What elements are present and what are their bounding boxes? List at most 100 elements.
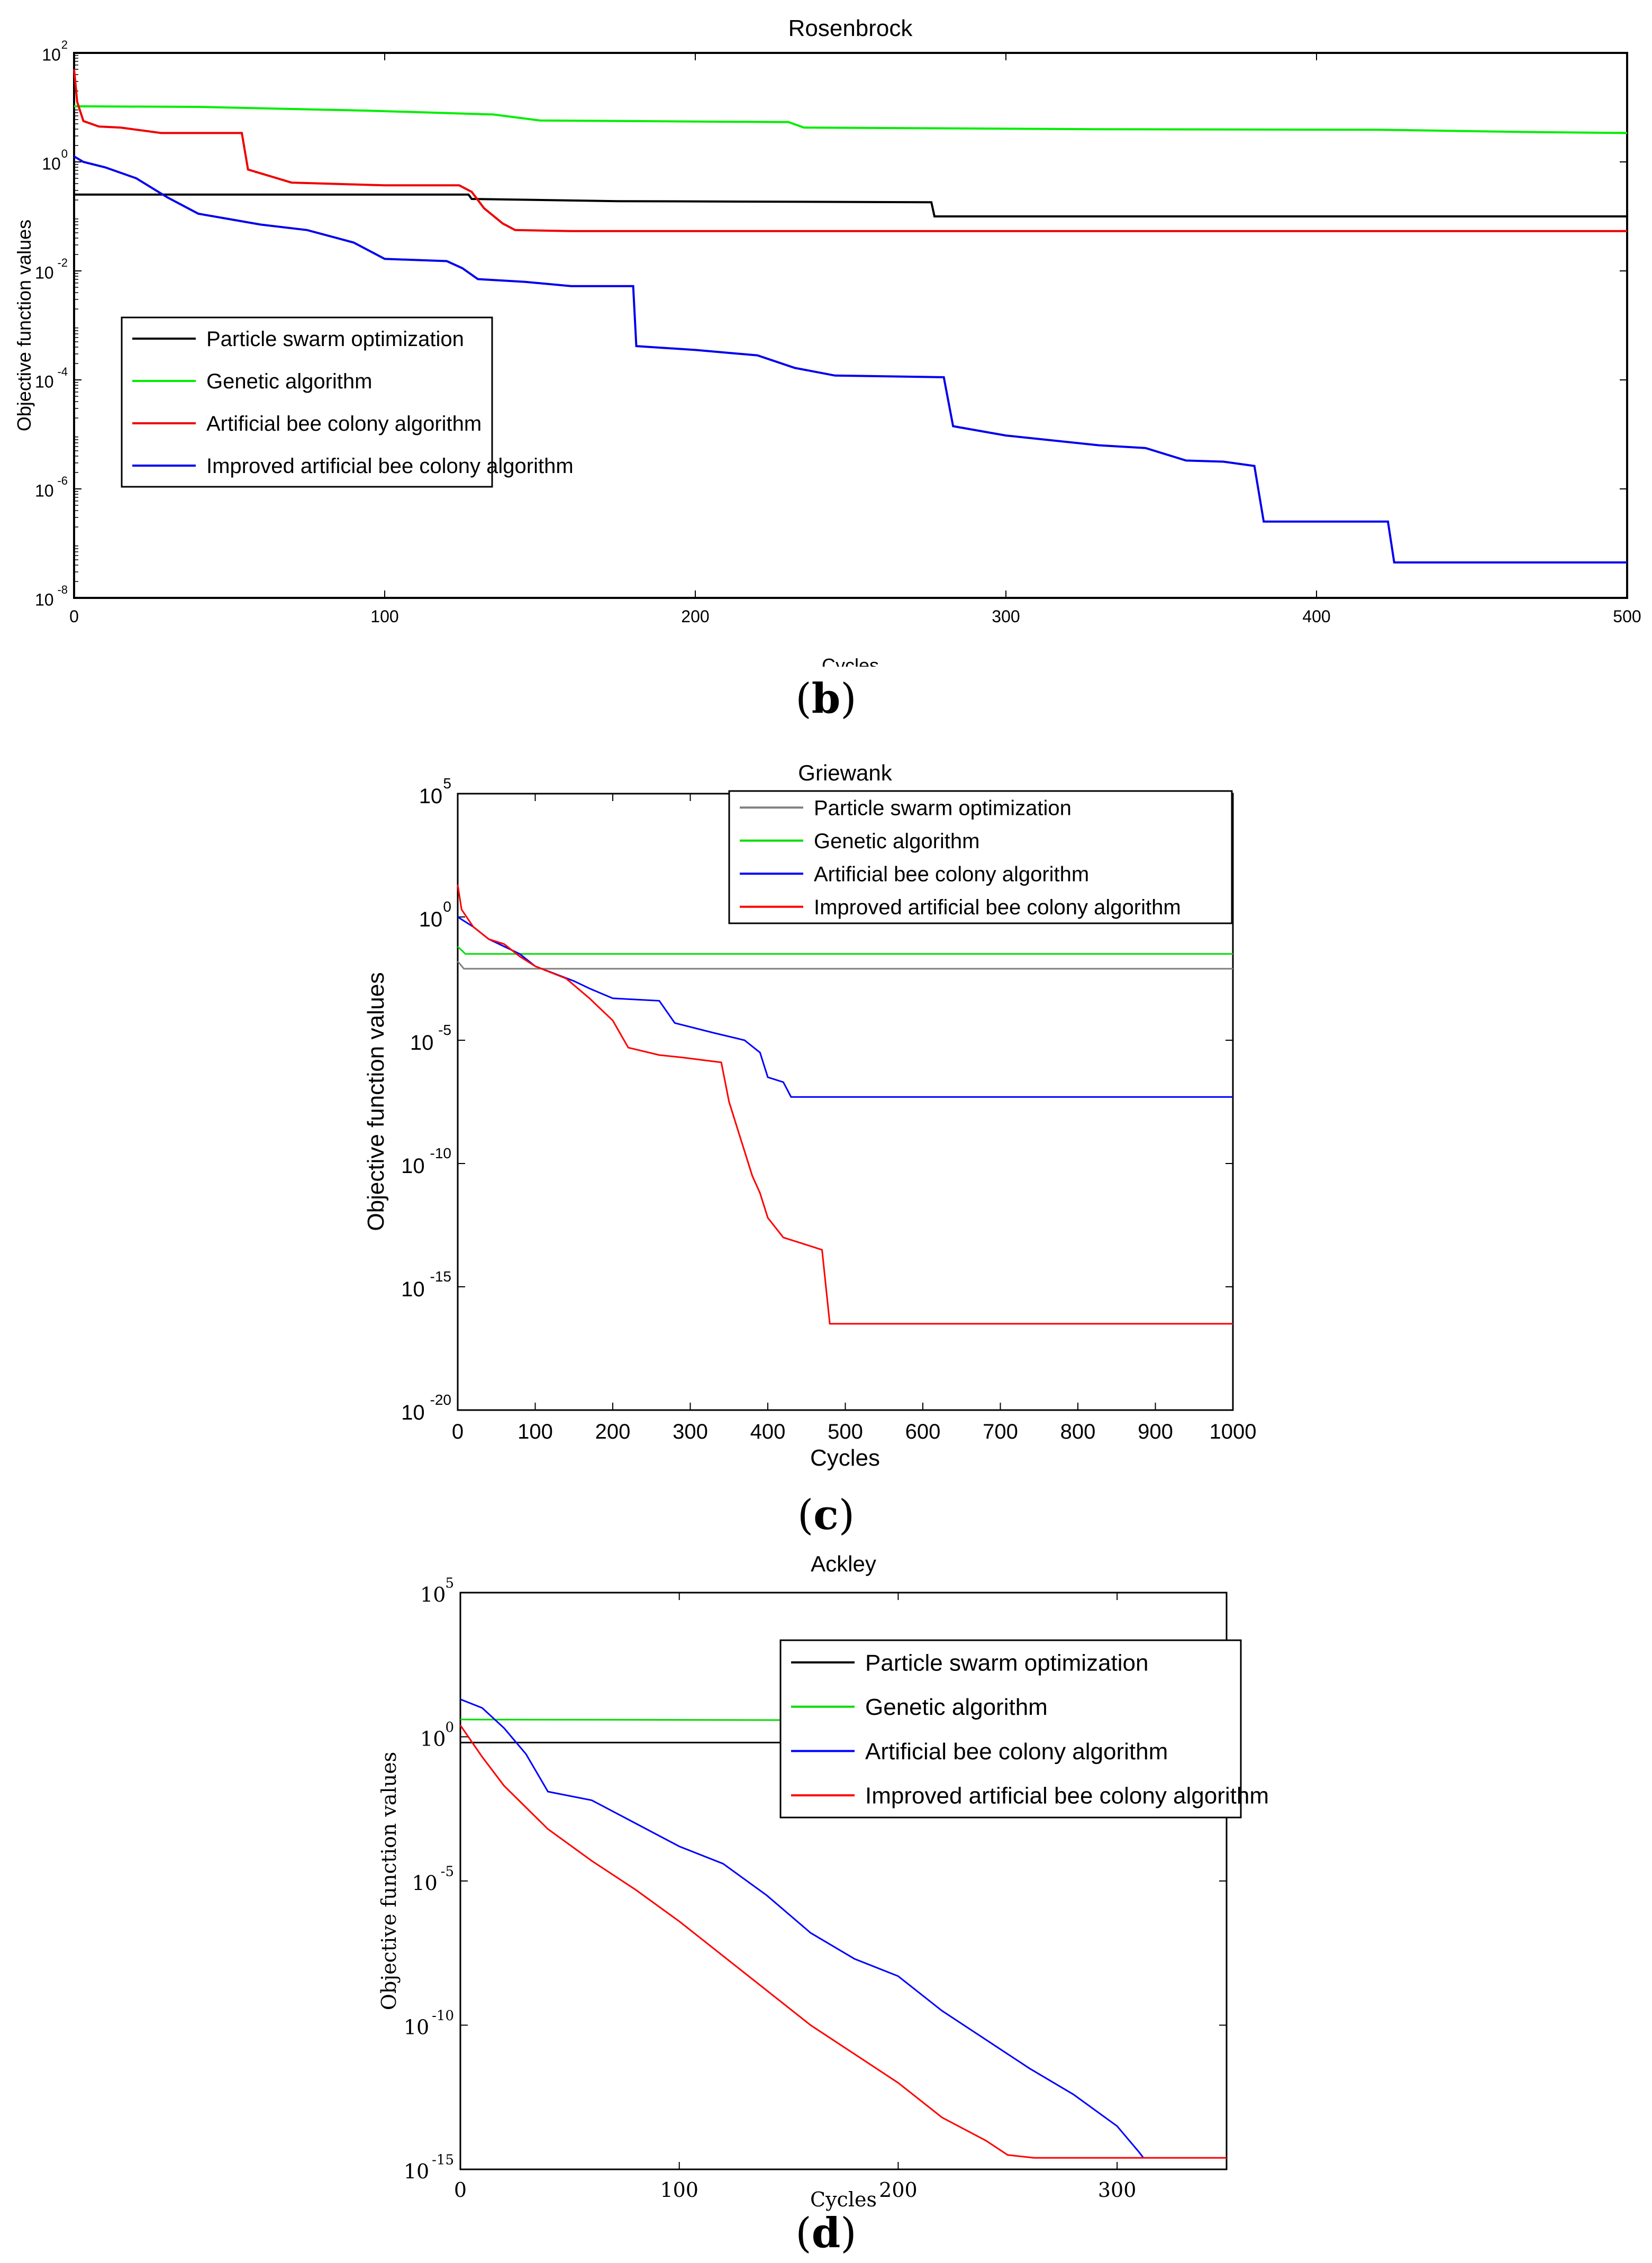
y-tick-base: 10 <box>420 1728 446 1751</box>
x-axis-label: Cycles <box>822 655 879 667</box>
y-tick-base: 10 <box>401 1155 425 1178</box>
y-tick-label: 10 <box>410 1031 434 1055</box>
legend-label: Particle swarm optimization <box>865 1650 1149 1676</box>
y-tick-label: 10 <box>401 1155 425 1178</box>
y-tick-label: 10 <box>401 1401 425 1424</box>
y-tick-base: 10 <box>35 263 54 282</box>
y-tick-base: 10 <box>419 785 443 808</box>
series-lines <box>73 69 1628 564</box>
y-tick-label: 10 <box>35 590 54 609</box>
y-tick-base: 10 <box>420 1583 446 1606</box>
y-axis-label: Objective function values <box>363 972 389 1231</box>
y-tick-label: 10 <box>401 1278 425 1301</box>
x-tick-label: 1000 <box>1210 1420 1257 1443</box>
legend-label: Particle swarm optimization <box>814 796 1072 820</box>
y-tick-base: 10 <box>410 1031 434 1055</box>
legend-label: Genetic algorithm <box>814 830 979 853</box>
y-tick-exponent: -6 <box>57 474 68 487</box>
y-tick-label: 10 <box>42 154 61 173</box>
y-tick-exponent: -15 <box>432 2152 454 2168</box>
y-tick-label: 10 <box>420 1728 446 1751</box>
series-line-3 <box>457 916 1233 1098</box>
y-tick-label: 10 <box>419 908 443 931</box>
legend-label: Particle swarm optimization <box>206 328 464 351</box>
y-tick-exponent: -5 <box>438 1022 451 1038</box>
x-tick-label: 0 <box>452 1420 464 1443</box>
y-tick-base: 10 <box>42 154 61 173</box>
series-line-3 <box>73 69 1627 232</box>
legend-box <box>121 316 493 488</box>
y-tick-exponent: -20 <box>430 1392 451 1408</box>
series-line-2 <box>74 105 1628 134</box>
x-tick-label: 500 <box>1613 607 1641 626</box>
y-tick-exponent: -8 <box>57 583 68 596</box>
y-tick-base: 10 <box>35 590 54 609</box>
y-axis-label: Objective function values <box>13 220 35 431</box>
x-tick-label: 100 <box>370 607 398 626</box>
legend-label: Genetic algorithm <box>865 1694 1048 1720</box>
y-tick-exponent: -5 <box>441 1864 454 1880</box>
y-tick-exponent: 5 <box>443 775 451 792</box>
y-tick-base: 10 <box>35 372 54 391</box>
chart-title: Griewank <box>798 760 892 785</box>
x-tick-label: 300 <box>992 607 1020 626</box>
y-tick-base: 10 <box>35 481 54 500</box>
legend-box <box>728 790 1233 924</box>
x-tick-label: 0 <box>454 2178 467 2202</box>
y-tick-base: 10 <box>401 1401 425 1424</box>
x-tick-label: 100 <box>660 2178 698 2202</box>
y-tick-exponent: 0 <box>443 898 451 915</box>
x-tick-label: 300 <box>673 1420 708 1443</box>
y-tick-base: 10 <box>42 45 61 64</box>
x-tick-label: 700 <box>983 1420 1018 1443</box>
x-tick-label: 200 <box>879 2178 918 2202</box>
y-tick-label: 10 <box>404 2016 429 2039</box>
y-tick-base: 10 <box>419 908 443 931</box>
caption-d: (d) <box>795 2209 857 2257</box>
caption-b: (b) <box>795 675 857 723</box>
y-tick-exponent: -10 <box>430 1145 451 1161</box>
x-axis-label: Cycles <box>810 2188 877 2211</box>
x-tick-label: 300 <box>1098 2178 1137 2202</box>
x-tick-label: 800 <box>1060 1420 1096 1443</box>
x-tick-label: 500 <box>828 1420 863 1443</box>
x-tick-label: 900 <box>1138 1420 1173 1443</box>
series-line-1 <box>74 193 1627 217</box>
y-tick-base: 10 <box>404 2160 429 2183</box>
y-tick-label: 10 <box>404 2160 429 2183</box>
y-tick-exponent: -4 <box>57 365 68 378</box>
x-tick-label: 600 <box>905 1420 941 1443</box>
x-tick-label: 100 <box>518 1420 553 1443</box>
x-tick-label: 0 <box>69 607 79 626</box>
legend-box <box>779 1639 1242 1819</box>
legend-label: Artificial bee colony algorithm <box>814 862 1089 886</box>
y-tick-label: 10 <box>42 45 61 64</box>
y-tick-exponent: -2 <box>57 256 68 269</box>
x-tick-label: 400 <box>1302 607 1330 626</box>
y-tick-label: 10 <box>35 372 54 391</box>
series-line-4 <box>457 885 1233 1325</box>
chart-griewank: 0 100 200 300 400 500 600 700 800 900 100010-2010-… <box>363 760 1257 1471</box>
legend-label: Improved artificial bee colony algorithm <box>206 455 574 478</box>
chart-title: Rosenbrock <box>788 15 913 41</box>
legend: Particle swarm optimization Genetic algor… <box>728 790 1233 924</box>
caption-c: (c) <box>797 1491 855 1539</box>
legend-label: Artificial bee colony algorithm <box>865 1739 1168 1765</box>
y-tick-exponent: 5 <box>445 1576 454 1592</box>
series-line-3 <box>460 1698 1144 2159</box>
y-tick-label: 10 <box>420 1583 446 1606</box>
y-tick-label: 10 <box>35 263 54 282</box>
y-axis-label: Objective function values <box>377 1752 401 2010</box>
legend: Particle swarm optimization Genetic algor… <box>779 1639 1269 1819</box>
y-tick-exponent: 0 <box>445 1720 454 1735</box>
y-tick-label: 10 <box>419 785 443 808</box>
series-line-4 <box>73 155 1627 564</box>
series-lines <box>457 885 1233 1325</box>
series-line-2 <box>457 946 1233 955</box>
y-tick-base: 10 <box>412 1871 437 1895</box>
x-tick-label: 200 <box>681 607 709 626</box>
